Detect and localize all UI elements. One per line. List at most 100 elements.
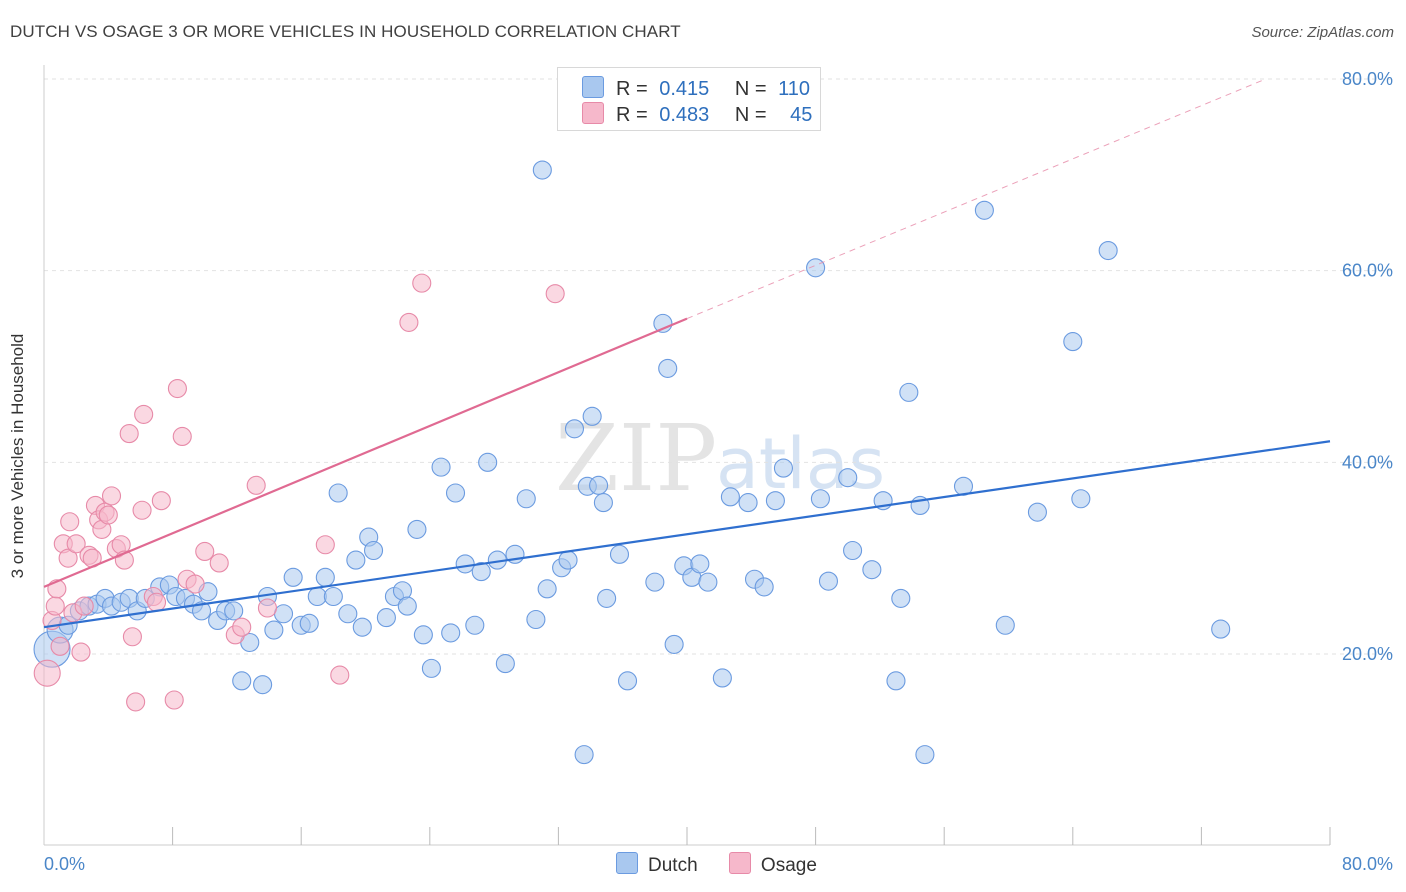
dutch-swatch [582, 76, 604, 98]
dutch-point [754, 577, 774, 597]
watermark-atlas: atlas [716, 423, 885, 505]
dutch-point [609, 544, 630, 564]
dutch-point [407, 519, 427, 539]
osage-trend-extension [686, 78, 1266, 320]
osage-point [50, 636, 70, 656]
legend-row-dutch: R = 0.415 N = 110 [582, 76, 810, 100]
dutch-point [397, 596, 417, 616]
dutch-r-label: R = [616, 78, 648, 100]
osage-point [132, 500, 152, 520]
dutch-point [915, 745, 935, 765]
osage-point [195, 541, 215, 562]
dutch-point [597, 588, 617, 608]
osage-legend-swatch [728, 852, 751, 874]
dutch-point [712, 668, 732, 688]
osage-point [119, 424, 139, 444]
osage-point [167, 378, 187, 399]
dutch-point [738, 493, 758, 513]
osage-point [122, 627, 142, 647]
osage-point [101, 486, 122, 506]
osage-n-label: N = [734, 104, 767, 126]
dutch-point [617, 671, 638, 691]
dutch-point [664, 634, 684, 654]
osage-legend-label: Osage [760, 855, 817, 876]
dutch-point [455, 554, 475, 574]
dutch-point [431, 457, 451, 477]
osage-point [246, 475, 266, 495]
dutch-point [299, 613, 319, 633]
osage-point [399, 312, 419, 332]
osage-point [66, 534, 86, 554]
dutch-point [532, 160, 552, 180]
dutch-point [346, 550, 366, 570]
y-tick-label-40: 40.0% [1342, 452, 1393, 472]
dutch-point [593, 493, 613, 513]
dutch-n-label: N = [734, 78, 767, 100]
dutch-point [574, 745, 594, 765]
x-tick-label-min: 0.0% [44, 854, 85, 874]
osage-n-value: 45 [790, 104, 813, 126]
dutch-point [645, 572, 665, 592]
dutch-point [537, 579, 557, 599]
dutch-point [658, 358, 678, 378]
osage-swatch [582, 102, 604, 124]
dutch-point [465, 615, 485, 635]
dutch-r-value: 0.415 [659, 78, 710, 100]
osage-point [315, 535, 335, 555]
dutch-n-value: 110 [778, 78, 811, 100]
osage-point [45, 596, 65, 616]
dutch-point [1098, 240, 1118, 261]
dutch-point [899, 382, 919, 402]
dutch-point [445, 483, 466, 503]
dutch-point [891, 588, 911, 608]
dutch-point [471, 562, 491, 582]
osage-r-label: R = [616, 104, 648, 126]
dutch-point [582, 406, 602, 426]
dutch-point [307, 586, 327, 607]
legend-row-osage: R = 0.483 N = 45 [582, 102, 812, 126]
dutch-point [974, 200, 994, 220]
dutch-point [516, 489, 536, 509]
dutch-point [843, 540, 863, 561]
osage-point [232, 617, 252, 637]
dutch-point [363, 540, 384, 561]
dutch-point [478, 452, 498, 472]
dutch-point [283, 567, 303, 587]
osage-point [257, 598, 277, 618]
y-tick-label-60: 60.0% [1342, 261, 1393, 281]
dutch-point [818, 571, 839, 591]
dutch-point [720, 487, 740, 507]
dutch-point [1027, 502, 1047, 522]
dutch-point [862, 560, 882, 580]
osage-r-value: 0.483 [659, 104, 710, 126]
dutch-point [995, 615, 1015, 635]
dutch-point [328, 483, 348, 503]
dutch-point [765, 491, 785, 511]
dutch-point [1063, 332, 1083, 352]
chart-title: DUTCH VS OSAGE 3 OR MORE VEHICLES IN HOU… [10, 22, 681, 41]
dutch-point [886, 671, 906, 691]
dutch-point [224, 601, 244, 621]
osage-point [60, 512, 80, 532]
dutch-point [1211, 619, 1231, 639]
osage-point [172, 426, 192, 447]
y-tick-label-80: 80.0% [1342, 69, 1393, 89]
osage-point [412, 273, 432, 293]
x-tick-label-max: 80.0% [1342, 854, 1393, 874]
dutch-point [838, 468, 858, 488]
dutch-point [273, 604, 294, 624]
y-tick-label-20: 20.0% [1342, 644, 1393, 664]
osage-point [33, 659, 61, 687]
dutch-point [690, 554, 710, 574]
osage-point [151, 491, 171, 511]
osage-point [185, 574, 205, 594]
dutch-point [232, 671, 252, 691]
dutch-point [413, 625, 433, 645]
dutch-point [773, 458, 794, 478]
dutch-point [191, 601, 212, 621]
osage-point [330, 665, 350, 685]
osage-point [134, 404, 154, 424]
dutch-point [558, 550, 578, 570]
dutch-point [810, 489, 830, 509]
